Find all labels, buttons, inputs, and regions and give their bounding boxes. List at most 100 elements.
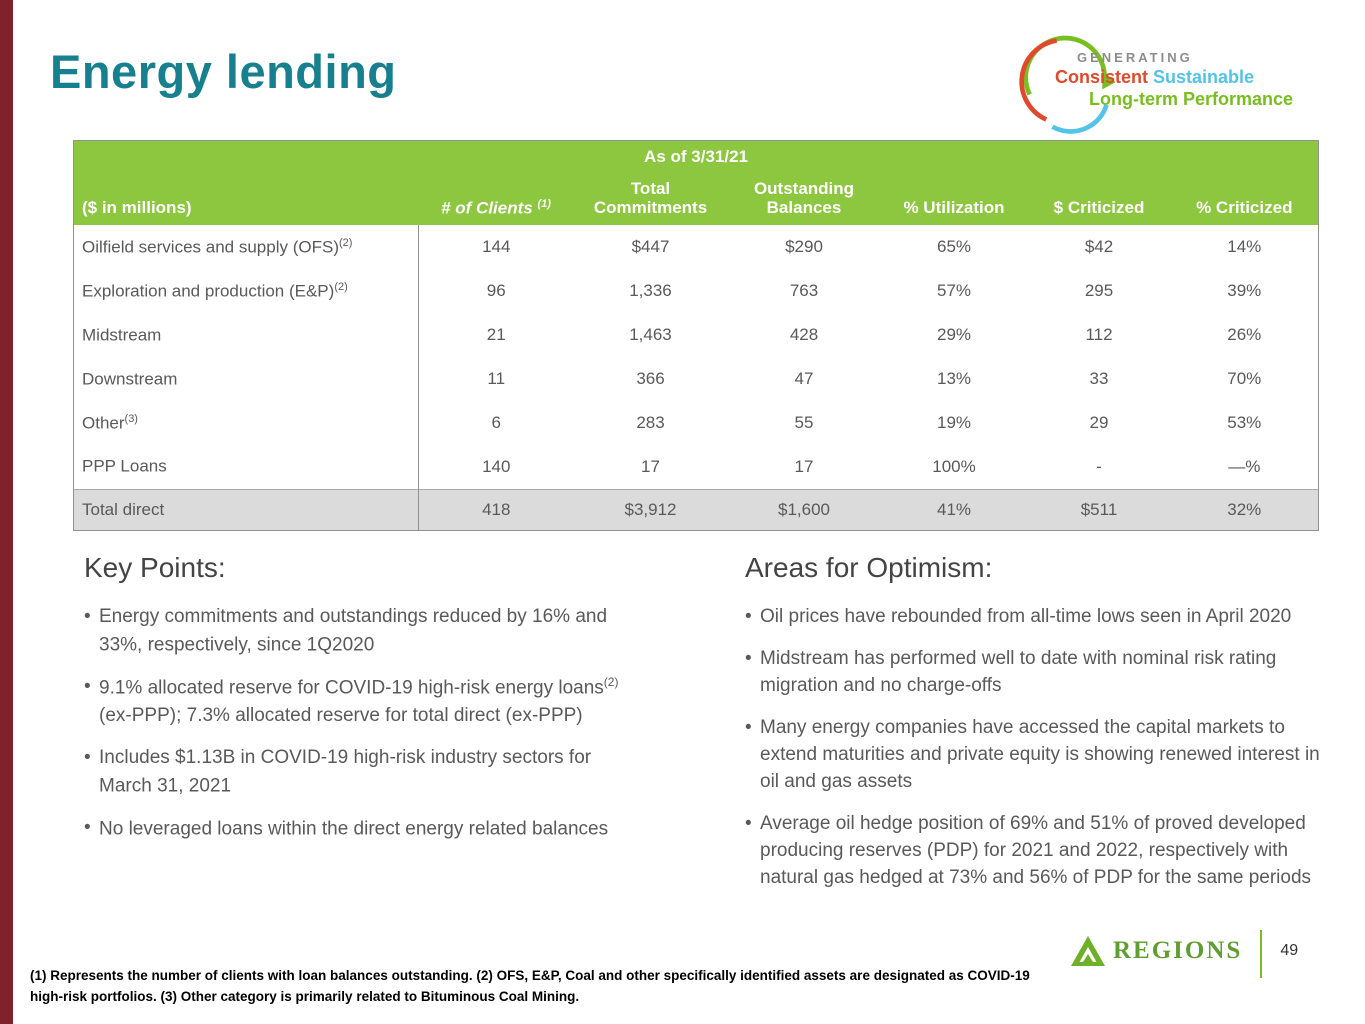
table-row-ep: Exploration and production (E&P)(2) 96 1…: [73, 269, 1319, 313]
cell-balances: 428: [727, 313, 881, 357]
table-asof-row: As of 3/31/21: [73, 140, 1319, 169]
logo-consistent-sustainable-label: Consistent Sustainable: [1055, 67, 1293, 88]
col-header-utilization: % Utilization: [880, 169, 1028, 225]
optimism-item: Average oil hedge position of 69% and 51…: [745, 811, 1325, 892]
footnote: (1) Represents the number of clients wit…: [30, 968, 1030, 1004]
total-pct-criticized: 32%: [1170, 488, 1319, 530]
footer-divider: [1260, 930, 1263, 978]
areas-for-optimism-section: Areas for Optimism: Oil prices have rebo…: [745, 552, 1325, 907]
optimism-item: Oil prices have rebounded from all-time …: [745, 604, 1325, 631]
optimism-item: Many energy companies have accessed the …: [745, 715, 1325, 796]
cell-dollar-criticized: -: [1027, 445, 1171, 489]
cell-commitments: $447: [573, 225, 728, 269]
key-points-heading: Key Points:: [84, 552, 226, 583]
footnote-ref-1: (1): [537, 197, 551, 210]
footnote-ref: (3): [124, 412, 138, 425]
cell-utilization: 57%: [880, 269, 1028, 313]
cell-clients: 6: [418, 401, 574, 445]
row-label: Midstream: [73, 313, 419, 357]
table-asof-label: As of 3/31/21: [73, 140, 1319, 169]
table-row-ofs: Oilfield services and supply (OFS)(2) 14…: [73, 225, 1319, 269]
cell-commitments: 1,336: [573, 269, 728, 313]
row-label: Downstream: [73, 357, 419, 401]
cell-utilization: 100%: [880, 445, 1028, 489]
footnote-ref: (2): [334, 280, 348, 293]
table-total-row: Total direct 418 $3,912 $1,600 41% $511 …: [73, 488, 1319, 530]
total-commitments: $3,912: [573, 488, 728, 530]
optimism-heading: Areas for Optimism:: [745, 552, 993, 583]
total-utilization: 41%: [880, 488, 1028, 530]
cell-balances: 47: [727, 357, 881, 401]
table-row-ppp: PPP Loans 140 17 17 100% - —%: [73, 445, 1319, 489]
swirl-arcs-icon: [1019, 35, 1116, 134]
cell-dollar-criticized: 295: [1027, 269, 1171, 313]
col-header-clients: # of Clients (1): [418, 169, 574, 225]
col-header-outstanding-balances: Outstanding Balances: [727, 169, 881, 225]
table-row-midstream: Midstream 21 1,463 428 29% 112 26%: [73, 313, 1319, 357]
regions-triangle-icon: [1071, 936, 1105, 966]
optimism-item: Midstream has performed well to date wit…: [745, 646, 1325, 700]
logo-sustainable: Sustainable: [1153, 67, 1255, 87]
cell-utilization: 29%: [880, 313, 1028, 357]
cell-dollar-criticized: 33: [1027, 357, 1171, 401]
key-points-list: Energy commitments and outstandings redu…: [84, 604, 649, 843]
logo-text: GENERATING Consistent Sustainable Long-t…: [1055, 50, 1293, 110]
cell-pct-criticized: 26%: [1170, 313, 1319, 357]
total-clients: 418: [418, 488, 574, 530]
cell-clients: 140: [418, 445, 574, 489]
table-row-other: Other(3) 6 283 55 19% 29 53%: [73, 401, 1319, 445]
cell-clients: 96: [418, 269, 574, 313]
cell-balances: 763: [727, 269, 881, 313]
cell-dollar-criticized: 29: [1027, 401, 1171, 445]
row-label: Oilfield services and supply (OFS)(2): [73, 225, 419, 269]
cell-clients: 11: [418, 357, 574, 401]
left-accent-bar: [0, 0, 13, 1024]
footnote-ref-2: (2): [603, 675, 619, 690]
cell-pct-criticized: 39%: [1170, 269, 1319, 313]
cell-pct-criticized: 53%: [1170, 401, 1319, 445]
cell-balances: 17: [727, 445, 881, 489]
table-header-row: ($ in millions) # of Clients (1) Total C…: [73, 169, 1319, 225]
row-label: PPP Loans: [73, 445, 419, 489]
cell-dollar-criticized: $42: [1027, 225, 1171, 269]
col-header-millions: ($ in millions): [73, 169, 419, 225]
cell-commitments: 366: [573, 357, 728, 401]
logo-longterm-label: Long-term Performance: [1089, 89, 1294, 109]
col-header-total-commitments: Total Commitments: [573, 169, 728, 225]
optimism-list: Oil prices have rebounded from all-time …: [745, 604, 1325, 892]
generating-performance-logo: GENERATING Consistent Sustainable Long-t…: [1015, 24, 1325, 136]
footnote-ref: (2): [338, 236, 353, 249]
key-points-section: Key Points: Energy commitments and outst…: [84, 552, 649, 858]
key-point-item: 9.1% allocated reserve for COVID-19 high…: [84, 674, 649, 729]
cell-utilization: 65%: [880, 225, 1028, 269]
cell-balances: 55: [727, 401, 881, 445]
total-balances: $1,600: [727, 488, 881, 530]
cell-pct-criticized: 14%: [1170, 225, 1319, 269]
cell-pct-criticized: —%: [1170, 445, 1319, 489]
cell-clients: 21: [418, 313, 574, 357]
total-dollar-criticized: $511: [1027, 488, 1171, 530]
cell-utilization: 19%: [880, 401, 1028, 445]
cell-utilization: 13%: [880, 357, 1028, 401]
key-point-item: Includes $1.13B in COVID-19 high-risk in…: [84, 745, 649, 800]
page-title: Energy lending: [50, 45, 397, 98]
table-row-downstream: Downstream 11 366 47 13% 33 70%: [73, 357, 1319, 401]
logo-generating-label: GENERATING: [1077, 50, 1193, 65]
col-header-pct-criticized: % Criticized: [1170, 169, 1319, 225]
row-label: Exploration and production (E&P)(2): [73, 269, 419, 313]
page-number: 49: [1280, 942, 1299, 959]
row-label: Other(3): [73, 401, 419, 445]
cell-balances: $290: [727, 225, 881, 269]
cell-dollar-criticized: 112: [1027, 313, 1171, 357]
cell-commitments: 17: [573, 445, 728, 489]
total-label: Total direct: [73, 488, 419, 530]
regions-wordmark: REGIONS: [1113, 937, 1243, 964]
cell-pct-criticized: 70%: [1170, 357, 1319, 401]
regions-logo: REGIONS 49: [1070, 924, 1298, 978]
cell-commitments: 283: [573, 401, 728, 445]
logo-consistent: Consistent: [1055, 67, 1149, 87]
key-point-item: No leveraged loans within the direct ene…: [84, 815, 649, 843]
cell-commitments: 1,463: [573, 313, 728, 357]
col-header-dollar-criticized: $ Criticized: [1027, 169, 1171, 225]
